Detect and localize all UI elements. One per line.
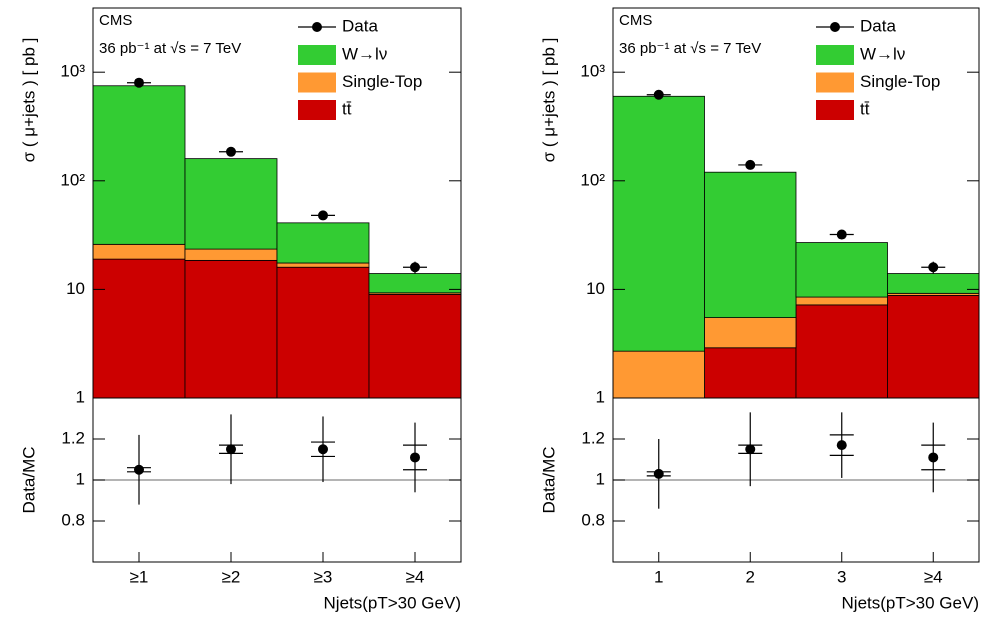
legend-label: W→lν <box>860 44 905 63</box>
ratio-point <box>318 444 328 455</box>
x-tick-label: 2 <box>746 567 755 586</box>
y-axis-label: σ ( μ+jets ) [ pb ] <box>539 38 558 163</box>
y-axis-label: Data/MC <box>19 446 38 513</box>
stack-bar <box>184 158 278 250</box>
data-point <box>318 210 328 221</box>
y-axis-label: Data/MC <box>539 446 558 513</box>
legend-swatch <box>298 72 336 93</box>
x-tick-label: ≥3 <box>314 567 333 586</box>
y-tick-label: 0.8 <box>61 510 85 529</box>
ratio-point <box>134 464 144 475</box>
legend-swatch <box>816 45 854 65</box>
stack-bar <box>92 85 186 245</box>
legend-label: Single-Top <box>860 72 940 91</box>
x-tick-label: ≥4 <box>924 567 943 586</box>
experiment-label: CMS <box>99 12 132 29</box>
legend-label: W→lν <box>342 44 387 63</box>
ratio-point <box>226 444 236 455</box>
x-axis-label: Njets(pT>30 GeV) <box>324 593 461 612</box>
data-point <box>745 159 756 170</box>
ratio-point <box>836 440 847 451</box>
stack-bar <box>795 242 888 298</box>
ratio-point <box>928 452 939 463</box>
legend-label: Data <box>342 16 378 35</box>
data-point <box>653 89 664 100</box>
stack-bar <box>887 295 980 399</box>
stack-bar <box>612 350 705 399</box>
lumi-label: 36 pb⁻¹ at √s = 7 TeV <box>99 40 241 57</box>
stack-bar <box>276 262 370 268</box>
stack-bar <box>612 95 705 352</box>
lumi-label: 36 pb⁻¹ at √s = 7 TeV <box>619 40 761 57</box>
legend-swatch <box>298 45 336 65</box>
experiment-label: CMS <box>619 12 652 29</box>
y-tick-label: 1 <box>76 387 85 406</box>
data-point <box>410 262 420 273</box>
y-tick-label: 10² <box>60 170 85 189</box>
stack-bar <box>184 248 278 261</box>
x-tick-label: ≥1 <box>130 567 149 586</box>
stack-bar <box>887 273 980 294</box>
y-axis-label: σ ( μ+jets ) [ pb ] <box>19 38 38 163</box>
x-tick-label: 1 <box>654 567 663 586</box>
y-tick-label: 1 <box>596 469 605 488</box>
stack-bar <box>276 222 370 264</box>
stack-bar <box>368 273 462 294</box>
y-tick-label: 10³ <box>60 62 85 81</box>
y-tick-label: 10 <box>66 279 85 298</box>
legend-swatch <box>298 100 336 120</box>
y-tick-label: 10 <box>586 279 605 298</box>
y-tick-label: 1 <box>76 469 85 488</box>
data-point <box>134 77 144 88</box>
ratio-point <box>653 468 664 479</box>
y-tick-label: 10³ <box>580 62 605 81</box>
legend-label: Single-Top <box>342 72 422 91</box>
legend-data-marker <box>312 22 322 32</box>
x-tick-label: 3 <box>837 567 846 586</box>
x-axis-label: Njets(pT>30 GeV) <box>842 593 979 612</box>
data-point <box>836 229 847 240</box>
legend-swatch <box>816 100 854 120</box>
y-tick-label: 1.2 <box>61 428 85 447</box>
y-tick-label: 1.2 <box>581 428 605 447</box>
stack-bar <box>184 259 278 399</box>
stack-bar <box>704 347 797 399</box>
data-point <box>226 146 236 157</box>
stack-bar <box>795 296 888 306</box>
y-tick-label: 0.8 <box>581 510 605 529</box>
x-tick-label: ≥2 <box>222 567 241 586</box>
stack-bar <box>92 258 186 399</box>
stack-bar <box>704 171 797 318</box>
stack-bar <box>92 243 186 260</box>
legend-data-marker <box>830 22 840 32</box>
legend-label: tt̄ <box>342 99 352 118</box>
stack-bar <box>276 266 370 399</box>
y-tick-label: 1 <box>596 387 605 406</box>
stack-bar <box>368 293 462 399</box>
stack-bar <box>795 304 888 399</box>
legend-label: Data <box>860 16 896 35</box>
y-tick-label: 10² <box>580 170 605 189</box>
legend-label: tt̄ <box>860 99 870 118</box>
stack-bar <box>704 317 797 349</box>
ratio-point <box>745 444 756 455</box>
data-point <box>928 262 939 273</box>
x-tick-label: ≥4 <box>406 567 425 586</box>
ratio-point <box>410 452 420 463</box>
legend-swatch <box>816 72 854 93</box>
